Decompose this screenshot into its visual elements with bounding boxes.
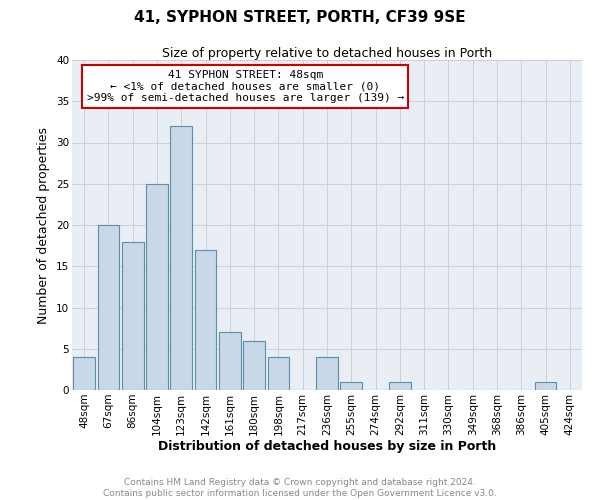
Bar bbox=[268, 357, 289, 390]
Text: Contains HM Land Registry data © Crown copyright and database right 2024.
Contai: Contains HM Land Registry data © Crown c… bbox=[103, 478, 497, 498]
Bar bbox=[316, 357, 338, 390]
Y-axis label: Number of detached properties: Number of detached properties bbox=[37, 126, 50, 324]
X-axis label: Distribution of detached houses by size in Porth: Distribution of detached houses by size … bbox=[158, 440, 496, 454]
Title: Size of property relative to detached houses in Porth: Size of property relative to detached ho… bbox=[162, 47, 492, 60]
Bar bbox=[219, 332, 241, 390]
Bar bbox=[535, 382, 556, 390]
Bar bbox=[170, 126, 192, 390]
Text: 41, SYPHON STREET, PORTH, CF39 9SE: 41, SYPHON STREET, PORTH, CF39 9SE bbox=[134, 10, 466, 25]
Bar bbox=[389, 382, 411, 390]
Bar bbox=[340, 382, 362, 390]
Bar bbox=[73, 357, 95, 390]
Text: 41 SYPHON STREET: 48sqm
← <1% of detached houses are smaller (0)
>99% of semi-de: 41 SYPHON STREET: 48sqm ← <1% of detache… bbox=[87, 70, 404, 103]
Bar bbox=[243, 340, 265, 390]
Bar bbox=[97, 225, 119, 390]
Bar bbox=[146, 184, 168, 390]
Bar bbox=[194, 250, 217, 390]
Bar bbox=[122, 242, 143, 390]
